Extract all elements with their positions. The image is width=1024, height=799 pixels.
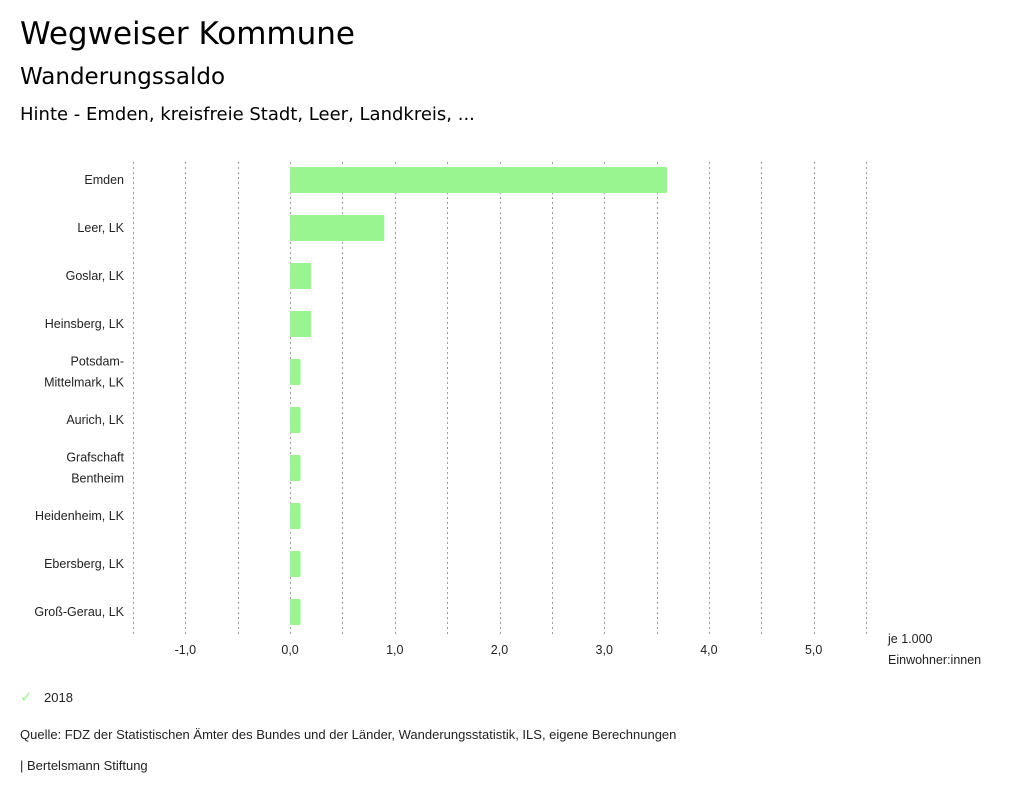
legend-label: 2018	[44, 689, 73, 705]
x-tick-label: 3,0	[596, 643, 613, 657]
bar	[290, 263, 312, 289]
region-title: Hinte - Emden, kreisfreie Stadt, Leer, L…	[20, 104, 475, 125]
bar	[290, 311, 312, 337]
x-tick-label: 2,0	[491, 643, 508, 657]
x-tick-label: 4,0	[700, 643, 717, 657]
category-label: Heinsberg, LK	[45, 317, 125, 331]
category-label: Groß-Gerau, LK	[34, 605, 124, 619]
bar	[290, 407, 301, 433]
bar	[290, 599, 301, 625]
category-label: Grafschaft	[66, 451, 124, 465]
bar	[290, 551, 301, 577]
chart-x-axis: -1,0 0,0 1,0 2,0 3,0 4,0 5,0	[175, 643, 823, 657]
category-label: Leer, LK	[77, 221, 124, 235]
category-label: Bentheim	[71, 472, 124, 486]
category-label: Ebersberg, LK	[44, 557, 125, 571]
chart-subtitle: Wanderungssaldo	[20, 64, 226, 90]
chart-legend[interactable]: ✓ 2018	[20, 688, 73, 706]
publisher-note: | Bertelsmann Stiftung	[20, 758, 148, 773]
chart-grid	[133, 162, 867, 636]
category-label: Potsdam-	[71, 355, 125, 369]
x-tick-label: 5,0	[805, 643, 822, 657]
bar	[290, 503, 301, 529]
x-tick-label: 1,0	[386, 643, 403, 657]
bar	[290, 359, 301, 385]
category-label: Goslar, LK	[66, 269, 125, 283]
category-label: Mittelmark, LK	[44, 376, 125, 390]
category-label: Heidenheim, LK	[35, 509, 125, 523]
bar-chart: Emden Leer, LK Goslar, LK Heinsberg, LK Pots…	[34, 162, 981, 667]
x-axis-unit-label: Einwohner:innen	[888, 653, 981, 667]
chart-category-labels: Emden Leer, LK Goslar, LK Heinsberg, LK Pots…	[34, 173, 124, 619]
chart-bars	[290, 167, 668, 625]
x-tick-label: 0,0	[281, 643, 298, 657]
page-title: Wegweiser Kommune	[20, 16, 355, 52]
source-note: Quelle: FDZ der Statistischen Ämter des …	[20, 727, 677, 742]
bar	[290, 215, 385, 241]
category-label: Aurich, LK	[66, 413, 124, 427]
x-axis-unit-label: je 1.000	[887, 632, 933, 646]
category-label: Emden	[84, 173, 124, 187]
bar	[290, 167, 668, 193]
x-tick-label: -1,0	[175, 643, 197, 657]
check-icon[interactable]: ✓	[20, 688, 33, 706]
bar	[290, 455, 301, 481]
